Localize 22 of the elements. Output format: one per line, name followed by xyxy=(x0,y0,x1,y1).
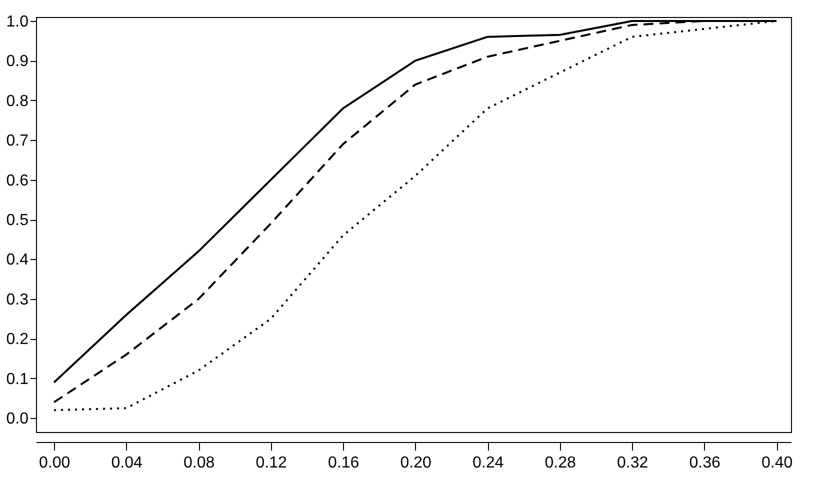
x-tick-label: 0.16 xyxy=(328,454,360,472)
x-tick-label: 0.12 xyxy=(256,454,287,472)
y-tick-label: 0.9 xyxy=(6,53,29,70)
y-tick-label: 0.7 xyxy=(6,132,29,150)
y-tick-label: 0.3 xyxy=(6,291,29,308)
x-tick-label: 0.04 xyxy=(111,454,142,472)
y-tick-label: 0.4 xyxy=(6,252,29,269)
x-tick-label: 0.32 xyxy=(616,454,648,472)
y-tick-label: 0.2 xyxy=(6,331,29,348)
x-tick-label: 0.24 xyxy=(472,454,504,472)
y-tick-label: 0.8 xyxy=(6,92,29,110)
y-tick-label: 0.1 xyxy=(6,370,29,388)
y-tick-label: 0.5 xyxy=(6,212,29,230)
y-tick-label: 0.6 xyxy=(6,172,29,190)
x-tick-label: 0.00 xyxy=(38,454,70,472)
y-tick-label: 0.0 xyxy=(6,410,29,428)
x-tick-label: 0.36 xyxy=(689,454,720,472)
x-tick-label: 0.20 xyxy=(400,454,432,472)
x-tick-label: 0.08 xyxy=(183,454,215,472)
x-tick-label: 0.28 xyxy=(544,454,576,472)
x-tick-label: 0.40 xyxy=(761,454,793,472)
y-tick-label: 1.0 xyxy=(6,13,29,30)
